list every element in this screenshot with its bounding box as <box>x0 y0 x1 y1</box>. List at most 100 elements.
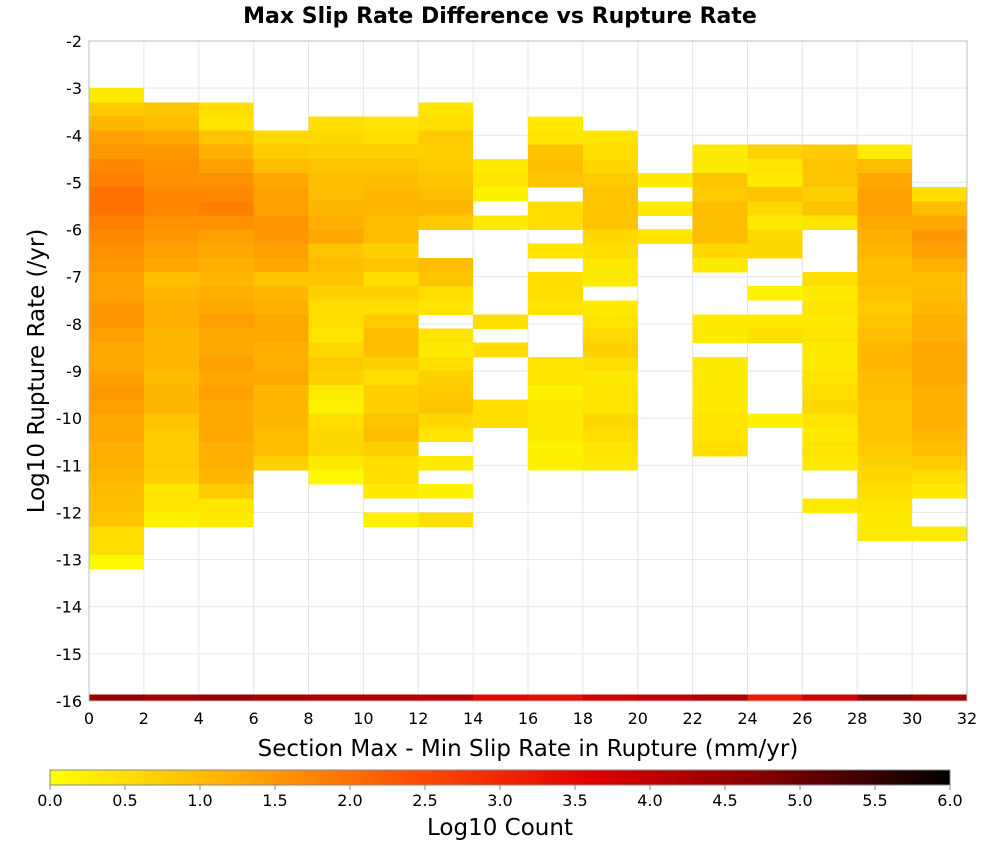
heatmap-cell <box>857 158 913 174</box>
plot-frame <box>88 40 968 702</box>
y-tick-label: -16 <box>56 692 82 711</box>
heatmap-cell <box>89 427 144 443</box>
colorbar-tick-label: 0.5 <box>112 791 137 810</box>
heatmap-cell <box>253 356 309 372</box>
heatmap-cell <box>363 286 419 301</box>
heatmap-cell <box>308 173 364 188</box>
colorbar-tick-label: 1.0 <box>187 791 212 810</box>
heatmap-cell <box>418 427 474 443</box>
heatmap-cell <box>308 470 364 485</box>
heatmap-cell <box>89 694 144 701</box>
x-tick-label: 14 <box>463 709 483 728</box>
x-tick-label: 10 <box>353 709 373 728</box>
heatmap-cell <box>528 356 583 372</box>
heatmap-cell <box>89 385 144 400</box>
heatmap-cell <box>253 300 309 315</box>
heatmap-cell <box>89 243 144 259</box>
heatmap-cell <box>143 173 199 188</box>
heatmap-cell <box>198 286 254 301</box>
heatmap-cell <box>363 243 419 259</box>
heatmap-cell <box>857 371 913 386</box>
heatmap-cell <box>308 385 364 400</box>
heatmap-cell <box>857 272 913 287</box>
heatmap-cell <box>857 484 913 499</box>
heatmap-cell <box>418 399 474 414</box>
heatmap-cell <box>802 272 858 287</box>
heatmap-cell <box>582 455 638 471</box>
heatmap-cell <box>89 356 144 372</box>
heatmap-cell <box>253 215 309 230</box>
heatmap-cell <box>89 554 144 570</box>
colorbar-label: Log10 Count <box>427 815 573 841</box>
heatmap-cell <box>802 498 858 513</box>
colorbar-tick-label: 5.0 <box>787 791 812 810</box>
heatmap-cell <box>857 455 913 471</box>
heatmap-cell <box>802 173 858 188</box>
heatmap-cell <box>802 399 858 414</box>
heatmap-cell <box>308 300 364 315</box>
heatmap-cell <box>253 257 309 273</box>
heatmap-cell <box>89 286 144 301</box>
heatmap-cell <box>253 399 309 414</box>
colorbar-tick-label: 6.0 <box>937 791 962 810</box>
heatmap-cell <box>473 314 528 329</box>
heatmap-cell <box>692 371 748 386</box>
heatmap-cell <box>308 257 364 273</box>
heatmap-cell <box>418 257 474 273</box>
heatmap-cell <box>418 385 474 400</box>
heatmap-cell <box>308 286 364 301</box>
heatmap-cell <box>89 540 144 556</box>
heatmap-cell <box>528 371 583 386</box>
heatmap-cell <box>253 286 309 301</box>
heatmap-cell <box>473 173 528 188</box>
heatmap-cell <box>912 484 967 499</box>
heatmap-cell <box>418 286 474 301</box>
heatmap-cell <box>692 229 748 245</box>
heatmap-cell <box>198 201 254 216</box>
heatmap-cell <box>912 314 967 329</box>
heatmap-cell <box>857 342 913 358</box>
y-tick-label: -9 <box>66 362 82 381</box>
heatmap-cell <box>418 144 474 160</box>
heatmap-cell <box>528 399 583 414</box>
heatmap-cell <box>473 342 528 358</box>
heatmap-cell <box>308 116 364 131</box>
heatmap-cell <box>912 441 967 457</box>
heatmap-cell <box>308 328 364 344</box>
heatmap-cell <box>692 243 748 259</box>
heatmap-cell <box>363 427 419 443</box>
heatmap-cell <box>747 201 803 216</box>
heatmap-cell <box>198 229 254 245</box>
heatmap-cell <box>418 413 474 428</box>
x-tick-label: 24 <box>737 709 757 728</box>
heatmap-cell <box>802 314 858 329</box>
colorbar-tick-label: 5.5 <box>862 791 887 810</box>
x-tick-label: 30 <box>902 709 922 728</box>
heatmap-cell <box>528 300 583 315</box>
heatmap-cell <box>802 187 858 202</box>
heatmap-cell <box>198 144 254 160</box>
heatmap-cell <box>198 512 254 527</box>
heatmap-cell <box>363 694 419 701</box>
heatmap-cell <box>89 300 144 315</box>
heatmap-cell <box>143 215 199 230</box>
heatmap-cell <box>912 243 967 259</box>
y-tick-label: -15 <box>56 645 82 664</box>
heatmap-cell <box>89 441 144 457</box>
heatmap-cell <box>363 187 419 202</box>
heatmap-cell <box>308 144 364 160</box>
heatmap-cell <box>692 314 748 329</box>
heatmap-cell <box>747 328 803 344</box>
heatmap-cell <box>692 158 748 174</box>
heatmap-cell <box>418 455 474 471</box>
x-tick-label: 20 <box>628 709 648 728</box>
heatmap-cell <box>582 399 638 414</box>
heatmap-cell <box>692 187 748 202</box>
heatmap-cell <box>308 187 364 202</box>
heatmap-cell <box>692 328 748 344</box>
heatmap-cell <box>528 201 583 216</box>
x-tick-label: 4 <box>194 709 204 728</box>
heatmap-cell <box>198 130 254 146</box>
heatmap-cell <box>857 215 913 230</box>
